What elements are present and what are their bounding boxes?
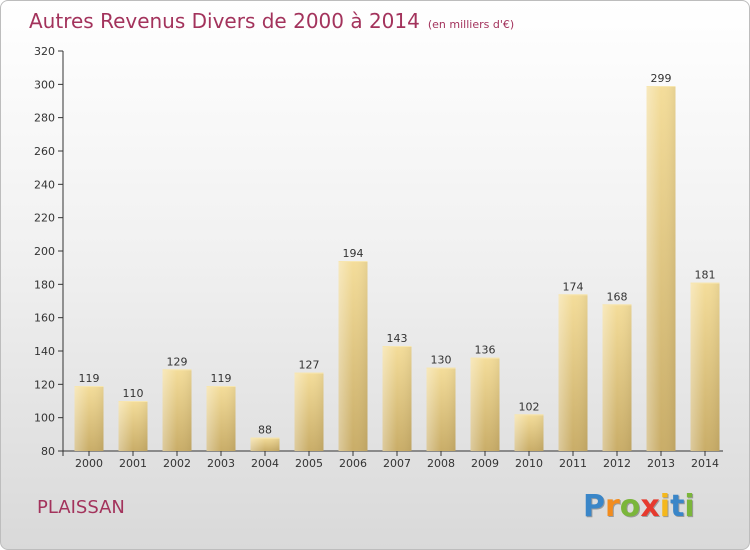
- bar-value-label: 143: [387, 332, 408, 345]
- chart-title-main: Autres Revenus Divers de 2000 à 2014: [29, 9, 420, 33]
- y-tick-label: 240: [34, 178, 55, 191]
- bar-value-label: 119: [211, 372, 232, 385]
- data-labels: 119 110 129 119 88 127 194 143 130 136 102 174 168 29…: [79, 72, 716, 437]
- chart-title: Autres Revenus Divers de 2000 à 2014 (en …: [29, 9, 514, 33]
- bar-highlight: [690, 282, 720, 451]
- logo-letter: i: [684, 489, 695, 524]
- y-tick-label: 180: [34, 278, 55, 291]
- bar-value-label: 127: [299, 359, 320, 372]
- commune-name: PLAISSAN: [37, 497, 125, 518]
- bar-value-label: 110: [123, 387, 144, 400]
- bar-value-label: 136: [475, 344, 496, 357]
- y-tick-label: 100: [34, 412, 55, 425]
- bar-value-label: 102: [519, 400, 540, 413]
- y-tick-label: 300: [34, 78, 55, 91]
- bar-value-label: 88: [258, 424, 272, 437]
- logo-letter: t: [670, 489, 685, 524]
- x-tick-label: 2010: [515, 457, 543, 470]
- x-tick-label: 2013: [647, 457, 675, 470]
- chart-title-unit: (en milliers d'€): [427, 18, 515, 31]
- bar-highlight: [250, 437, 280, 451]
- bar-highlight: [514, 414, 544, 451]
- bar-highlight: [646, 86, 676, 451]
- bar-highlight: [602, 304, 632, 451]
- x-tick-label: 2008: [427, 457, 455, 470]
- y-tick-label: 200: [34, 245, 55, 258]
- x-tick-label: 2003: [207, 457, 235, 470]
- bar-highlight: [558, 294, 588, 451]
- bar-value-label: 130: [431, 354, 452, 367]
- proxiti-logo: Proxiti: [583, 489, 695, 524]
- y-tick-label: 260: [34, 145, 55, 158]
- y-tick-label: 140: [34, 345, 55, 358]
- bar-value-label: 174: [563, 280, 584, 293]
- x-tick-label: 2001: [119, 457, 147, 470]
- bar-highlight: [206, 386, 236, 451]
- x-tick-label: 2011: [559, 457, 587, 470]
- x-tick-label: 2006: [339, 457, 367, 470]
- logo-letter: P: [583, 489, 605, 524]
- x-tick-label: 2002: [163, 457, 191, 470]
- y-tick-label: 220: [34, 212, 55, 225]
- bar-highlight: [162, 369, 192, 451]
- x-tick-label: 2012: [603, 457, 631, 470]
- y-tick-label: 80: [41, 445, 55, 458]
- bar-value-label: 129: [167, 355, 188, 368]
- x-tick-label: 2014: [691, 457, 719, 470]
- logo-letter: o: [619, 489, 641, 524]
- bar-value-label: 119: [79, 372, 100, 385]
- bar-highlight: [338, 261, 368, 451]
- bar-highlight: [118, 401, 148, 451]
- bar-highlight: [426, 367, 456, 451]
- y-tick-label: 120: [34, 378, 55, 391]
- bar-value-label: 299: [651, 72, 672, 85]
- y-tick-label: 160: [34, 312, 55, 325]
- bars: [74, 86, 720, 451]
- axes: 80 100 120 140 160 180 200 220 240 260 280 300 320 20…: [34, 45, 723, 470]
- bar-value-label: 181: [695, 269, 716, 282]
- y-tick-label: 320: [34, 45, 55, 58]
- logo-letter: i: [659, 489, 671, 524]
- bar-value-label: 168: [607, 290, 628, 303]
- x-tick-label: 2005: [295, 457, 323, 470]
- logo-letter: r: [605, 489, 620, 524]
- bar-highlight: [74, 386, 104, 451]
- x-tick-label: 2000: [75, 457, 103, 470]
- bar-value-label: 194: [343, 247, 364, 260]
- x-tick-label: 2007: [383, 457, 411, 470]
- x-tick-label: 2004: [251, 457, 279, 470]
- logo-letter: x: [640, 489, 660, 524]
- bar-highlight: [294, 372, 324, 451]
- x-tick-label: 2009: [471, 457, 499, 470]
- y-tick-label: 280: [34, 112, 55, 125]
- bar-highlight: [382, 346, 412, 451]
- bar-highlight: [470, 357, 500, 451]
